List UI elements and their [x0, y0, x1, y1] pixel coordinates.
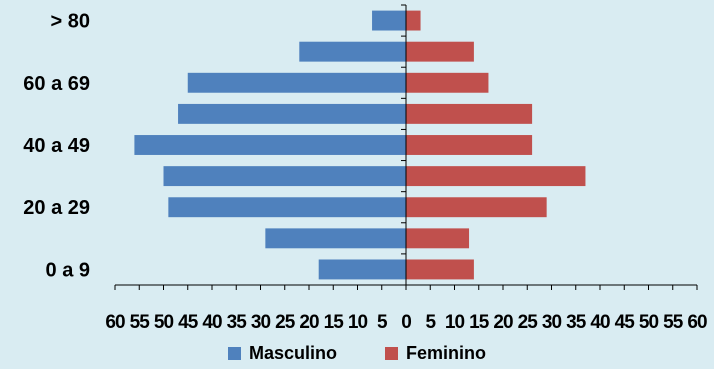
bar-feminino-7 — [406, 41, 474, 62]
bar-feminino-8 — [406, 10, 421, 31]
bar-masculino-2 — [168, 197, 406, 218]
x-tick-label: 15 — [324, 312, 345, 333]
bar-feminino-4 — [406, 135, 533, 155]
bar-masculino-4 — [134, 135, 406, 155]
bar-masculino-8 — [372, 10, 406, 31]
x-tick-label: 45 — [178, 312, 199, 333]
x-tick-label: 30 — [542, 312, 562, 333]
bar-feminino-2 — [406, 197, 547, 218]
bar-masculino-6 — [187, 72, 406, 93]
x-tick-label: 40 — [202, 312, 222, 333]
bar-feminino-5 — [406, 103, 533, 124]
category-label: 60 a 69 — [23, 73, 90, 95]
x-tick-label: 55 — [130, 312, 151, 333]
bar-feminino-0 — [406, 259, 474, 280]
x-tick-label: 55 — [663, 312, 684, 333]
bar-masculino-7 — [299, 41, 406, 62]
x-tick-label: 25 — [518, 312, 539, 333]
x-tick-label: 20 — [299, 312, 319, 333]
legend-item-feminino: Feminino — [385, 343, 486, 364]
bar-masculino-0 — [318, 259, 406, 280]
x-tick-label: 15 — [469, 312, 490, 333]
category-label: > 80 — [51, 11, 90, 33]
x-tick-label: 25 — [275, 312, 296, 333]
x-tick-label: 0 — [401, 312, 411, 333]
category-label: 20 a 29 — [23, 197, 90, 219]
x-tick-label: 20 — [493, 312, 513, 333]
legend-swatch-feminino — [385, 347, 398, 360]
x-tick-label: 60 — [105, 312, 125, 333]
bar-masculino-1 — [265, 228, 406, 249]
bar-masculino-5 — [178, 103, 406, 124]
legend-item-masculino: Masculino — [227, 343, 337, 364]
chart-legend: Masculino Feminino — [0, 343, 714, 364]
x-tick-label: 35 — [227, 312, 248, 333]
legend-label-feminino: Feminino — [406, 343, 486, 363]
x-tick-label: 50 — [154, 312, 174, 333]
x-tick-label: 40 — [590, 312, 610, 333]
category-label: 40 a 49 — [23, 135, 90, 157]
x-tick-label: 10 — [348, 312, 368, 333]
x-tick-label: 10 — [445, 312, 465, 333]
bar-feminino-3 — [406, 166, 586, 187]
x-tick-label: 50 — [639, 312, 659, 333]
bar-feminino-1 — [406, 228, 470, 249]
x-tick-label: 5 — [425, 312, 436, 333]
x-tick-label: 30 — [251, 312, 271, 333]
bar-masculino-3 — [163, 166, 406, 187]
x-tick-label: 60 — [687, 312, 707, 333]
x-tick-label: 35 — [566, 312, 587, 333]
category-label: 0 a 9 — [46, 259, 90, 281]
x-tick-label: 45 — [615, 312, 636, 333]
legend-swatch-masculino — [227, 347, 241, 360]
bar-feminino-6 — [406, 72, 489, 93]
legend-label-masculino: Masculino — [248, 343, 337, 363]
x-tick-label: 5 — [377, 312, 388, 333]
